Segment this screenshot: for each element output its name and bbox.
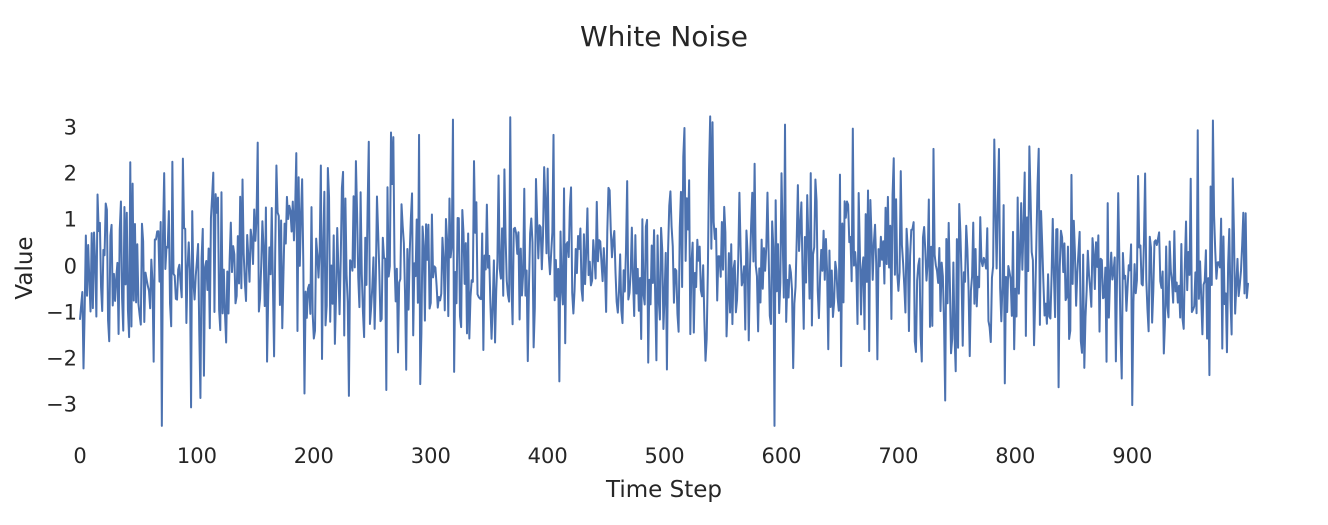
y-tick-label: 3: [63, 115, 77, 140]
x-axis-label: Time Step: [606, 477, 722, 503]
x-tick-label: 300: [410, 444, 451, 468]
x-tick-label: 500: [644, 444, 685, 468]
x-tick-label: 0: [73, 444, 87, 468]
y-tick-label: 0: [63, 254, 77, 278]
x-tick-label: 900: [1112, 444, 1153, 468]
y-tick-label: −1: [46, 300, 77, 325]
x-tick-label: 200: [293, 444, 334, 468]
y-tick-label: 2: [63, 161, 77, 186]
y-tick-label: −3: [46, 392, 77, 417]
x-tick-label: 700: [878, 444, 919, 468]
y-tick-label: 1: [63, 207, 77, 232]
x-tick-label: 800: [995, 444, 1036, 468]
x-tick-label: 600: [761, 444, 802, 468]
noise-line: [79, 115, 1249, 427]
y-tick-label: −2: [46, 346, 77, 371]
x-tick-labels: 0 100 200 300 400 500 600 700 800 900: [0, 445, 1328, 469]
x-tick-label: 100: [176, 444, 217, 468]
x-tick-label: 400: [527, 444, 568, 468]
chart-title: White Noise: [580, 20, 748, 53]
y-tick-labels: 3 2 1 0 −1 −2 −3: [0, 0, 77, 525]
